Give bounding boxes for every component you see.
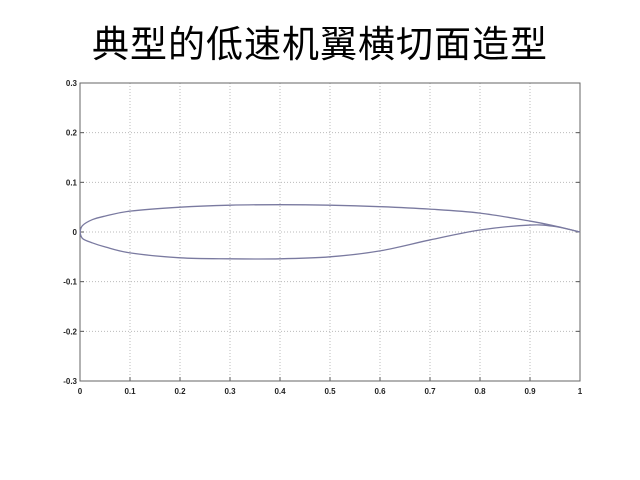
y-tick-label: 0.1	[66, 178, 78, 187]
x-tick-label: 0.2	[174, 387, 186, 396]
y-tick-label: -0.2	[63, 327, 77, 336]
x-tick-label: 0	[78, 387, 83, 396]
x-tick-label: 0.8	[474, 387, 486, 396]
slide-title: 典型的低速机翼横切面造型	[92, 23, 548, 66]
y-tick-label: 0.3	[66, 79, 78, 88]
y-tick-label: 0	[73, 228, 78, 237]
lower-surface-line	[79, 224, 581, 260]
y-tick-label: 0.2	[66, 129, 78, 138]
x-tick-label: 1	[578, 387, 583, 396]
x-tick-label: 0.7	[424, 387, 436, 396]
upper-surface-line	[79, 204, 581, 233]
x-tick-label: 0.1	[124, 387, 136, 396]
x-tick-label: 0.4	[274, 387, 286, 396]
x-tick-label: 0.9	[524, 387, 536, 396]
y-tick-label: -0.1	[63, 278, 77, 287]
x-tick-label: 0.5	[324, 387, 336, 396]
y-tick-label: -0.3	[63, 377, 77, 386]
x-tick-label: 0.6	[374, 387, 386, 396]
x-tick-label: 0.3	[224, 387, 236, 396]
